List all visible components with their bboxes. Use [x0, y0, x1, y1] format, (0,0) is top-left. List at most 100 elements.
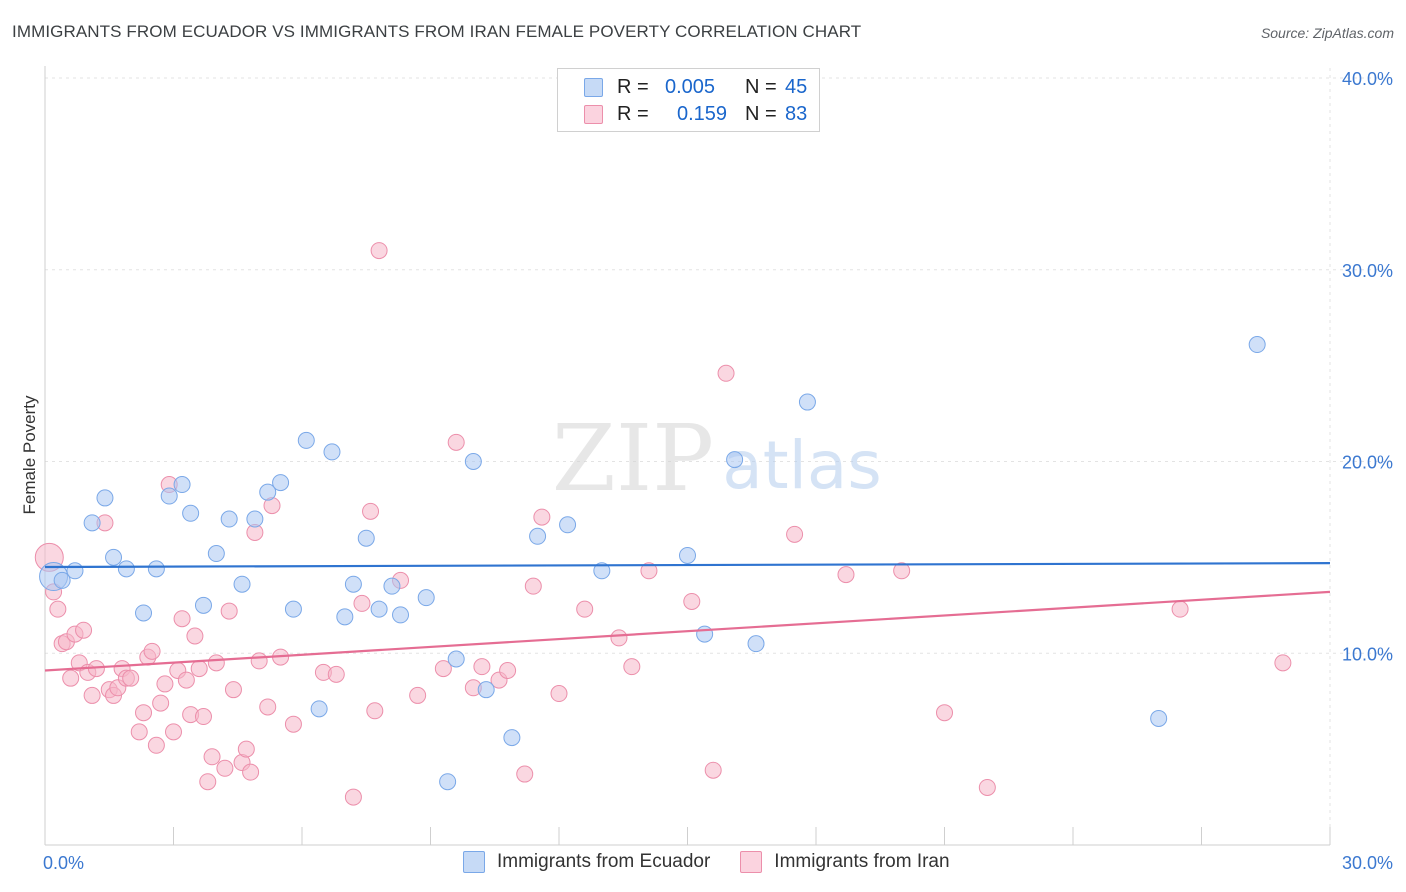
point-iran[interactable] [49, 600, 67, 618]
point-iran[interactable] [353, 594, 371, 612]
point-ecuador[interactable] [529, 527, 547, 545]
point-ecuador[interactable] [96, 489, 114, 507]
point-ecuador[interactable] [135, 604, 153, 622]
point-ecuador[interactable] [194, 596, 212, 614]
point-ecuador[interactable] [726, 451, 744, 469]
point-iran[interactable] [147, 736, 165, 754]
point-ecuador[interactable] [323, 443, 341, 461]
point-iran[interactable] [216, 759, 234, 777]
point-iran[interactable] [190, 660, 208, 678]
legend-item-iran[interactable]: Immigrants from Iran [740, 851, 950, 873]
point-iran[interactable] [327, 665, 345, 683]
point-ecuador[interactable] [160, 487, 178, 505]
point-iran[interactable] [516, 765, 534, 783]
point-iran[interactable] [473, 658, 491, 676]
point-ecuador[interactable] [417, 589, 435, 607]
point-iran[interactable] [576, 600, 594, 618]
point-iran[interactable] [259, 698, 277, 716]
point-ecuador[interactable] [1248, 336, 1266, 354]
point-ecuador[interactable] [593, 562, 611, 580]
point-iran[interactable] [499, 662, 517, 680]
point-iran[interactable] [717, 364, 735, 382]
point-iran[interactable] [165, 723, 182, 741]
point-iran[interactable] [837, 566, 855, 584]
point-iran[interactable] [242, 763, 260, 781]
point-ecuador[interactable] [439, 773, 457, 791]
point-ecuador[interactable] [1150, 709, 1168, 727]
point-iran[interactable] [683, 592, 701, 610]
point-iran[interactable] [143, 642, 161, 660]
point-iran[interactable] [978, 778, 996, 796]
point-ecuador[interactable] [147, 560, 165, 578]
point-iran[interactable] [186, 627, 204, 645]
point-iran[interactable] [447, 433, 465, 451]
point-iran[interactable] [284, 715, 302, 733]
point-ecuador[interactable] [383, 577, 401, 595]
legend-item-ecuador[interactable]: Immigrants from Ecuador [463, 851, 710, 873]
point-ecuador[interactable] [798, 393, 816, 411]
point-iran[interactable] [173, 610, 191, 628]
point-iran[interactable] [524, 577, 542, 595]
point-ecuador[interactable] [344, 575, 362, 593]
point-ecuador[interactable] [297, 431, 315, 449]
point-ecuador[interactable] [207, 545, 225, 563]
point-ecuador[interactable] [105, 548, 123, 566]
point-iran[interactable] [203, 748, 221, 766]
point-ecuador[interactable] [272, 474, 290, 492]
point-ecuador[interactable] [182, 504, 200, 522]
point-ecuador[interactable] [259, 483, 277, 501]
point-iran[interactable] [156, 675, 174, 693]
point-ecuador[interactable] [559, 516, 577, 534]
point-iran[interactable] [623, 658, 641, 676]
point-ecuador[interactable] [696, 625, 714, 643]
point-iran[interactable] [344, 788, 362, 806]
point-iran[interactable] [1274, 654, 1292, 672]
point-iran[interactable] [786, 525, 804, 543]
point-ecuador[interactable] [173, 476, 191, 494]
point-iran[interactable] [434, 660, 452, 678]
point-iran[interactable] [370, 242, 388, 260]
point-ecuador[interactable] [392, 606, 410, 624]
point-ecuador[interactable] [357, 529, 375, 547]
point-iran[interactable] [237, 740, 255, 758]
point-ecuador[interactable] [370, 600, 388, 618]
point-iran[interactable] [135, 704, 153, 722]
point-ecuador[interactable] [747, 635, 765, 653]
point-ecuador[interactable] [53, 571, 71, 589]
point-ecuador[interactable] [464, 453, 482, 470]
point-iran[interactable] [550, 685, 568, 703]
point-ecuador[interactable] [117, 560, 135, 578]
point-ecuador[interactable] [246, 510, 264, 528]
point-iran[interactable] [194, 708, 212, 726]
point-iran[interactable] [366, 702, 384, 720]
point-iran[interactable] [199, 773, 217, 791]
point-ecuador[interactable] [679, 546, 696, 564]
point-ecuador[interactable] [220, 510, 238, 528]
point-ecuador[interactable] [66, 562, 84, 580]
point-iran[interactable] [130, 723, 148, 741]
point-ecuador[interactable] [336, 608, 354, 626]
point-ecuador[interactable] [477, 681, 495, 699]
point-iran[interactable] [224, 681, 242, 699]
point-iran[interactable] [122, 669, 140, 687]
point-iran[interactable] [533, 508, 551, 526]
point-iran[interactable] [704, 761, 722, 779]
point-iran[interactable] [893, 562, 911, 580]
point-ecuador[interactable] [284, 600, 302, 618]
point-iran[interactable] [152, 694, 170, 712]
point-iran[interactable] [936, 704, 953, 722]
point-iran[interactable] [409, 686, 427, 704]
point-iran[interactable] [362, 502, 380, 520]
point-ecuador[interactable] [83, 514, 101, 532]
point-iran[interactable] [640, 562, 658, 580]
point-iran[interactable] [220, 602, 238, 620]
point-iran[interactable] [1171, 600, 1189, 618]
point-iran[interactable] [75, 621, 93, 639]
point-ecuador[interactable] [233, 575, 251, 593]
point-iran[interactable] [62, 669, 80, 687]
point-ecuador[interactable] [310, 700, 328, 718]
point-ecuador[interactable] [447, 650, 465, 668]
point-ecuador[interactable] [503, 729, 521, 747]
point-iran[interactable] [207, 654, 225, 672]
point-iran[interactable] [177, 671, 195, 689]
